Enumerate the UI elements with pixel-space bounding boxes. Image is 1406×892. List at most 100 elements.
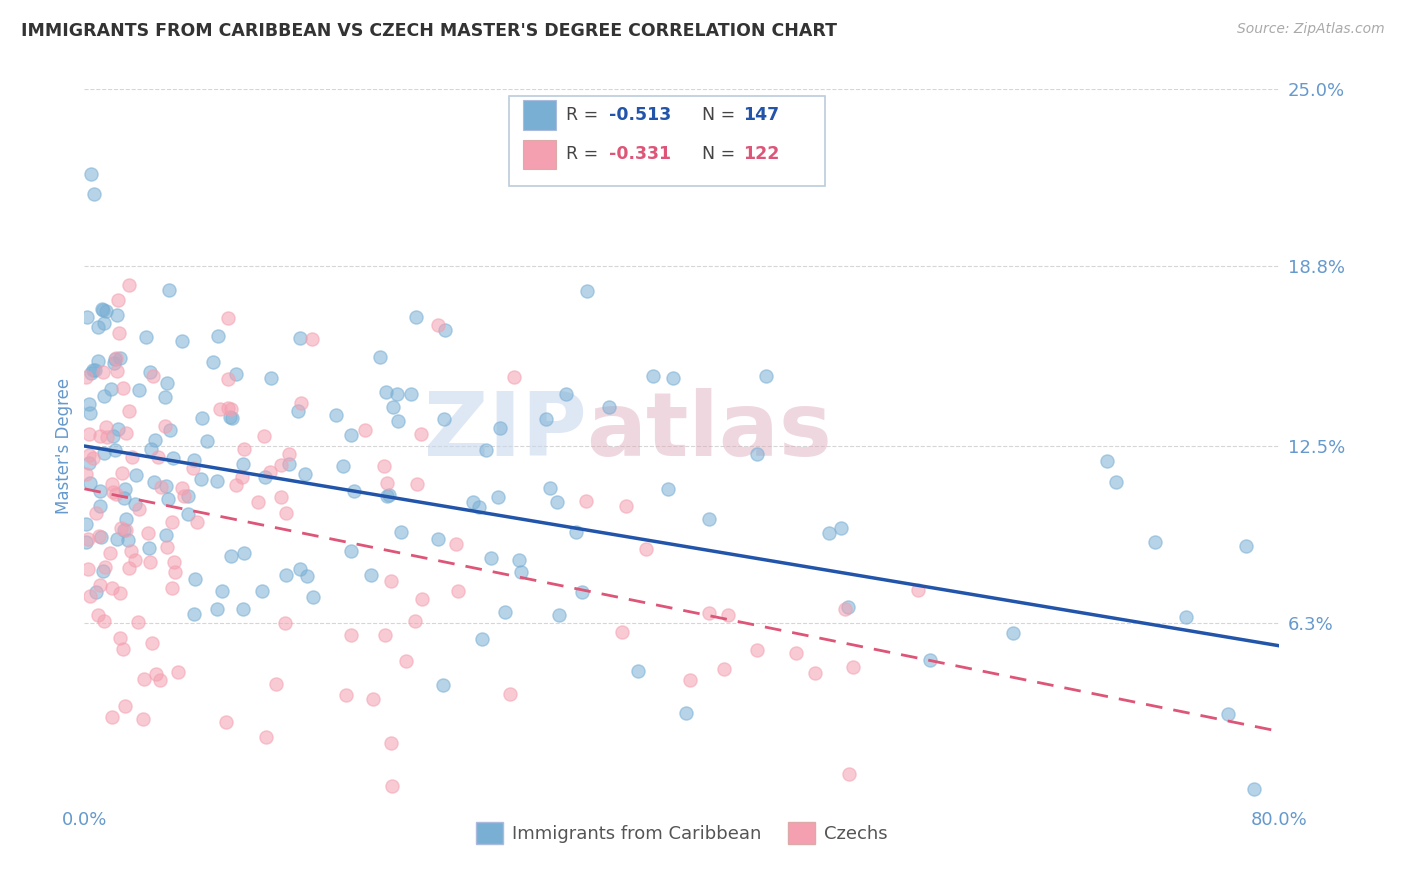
- Point: [627, 664, 650, 678]
- Point: [127, 615, 149, 629]
- Point: [294, 467, 316, 481]
- Point: [387, 414, 409, 428]
- Point: [111, 466, 134, 480]
- Point: [381, 779, 404, 793]
- Point: [93, 389, 115, 403]
- Point: [163, 565, 186, 579]
- Point: [150, 479, 173, 493]
- Point: [111, 381, 134, 395]
- Point: [96, 430, 118, 444]
- Point: [610, 625, 633, 640]
- Point: [432, 678, 454, 692]
- Point: [91, 564, 114, 578]
- Point: [141, 636, 163, 650]
- Point: [101, 582, 124, 596]
- Point: [380, 736, 402, 750]
- Point: [217, 372, 239, 386]
- Point: [717, 608, 740, 623]
- Text: 147: 147: [742, 106, 779, 124]
- Point: [162, 451, 184, 466]
- FancyBboxPatch shape: [509, 96, 825, 186]
- Point: [135, 330, 157, 344]
- Legend: Immigrants from Caribbean, Czechs: Immigrants from Caribbean, Czechs: [468, 814, 896, 851]
- Point: [277, 457, 299, 471]
- Point: [89, 499, 111, 513]
- Point: [160, 581, 183, 595]
- Point: [75, 370, 97, 384]
- Point: [173, 489, 195, 503]
- Text: -0.331: -0.331: [609, 145, 671, 163]
- Point: [838, 767, 860, 781]
- Point: [254, 731, 277, 745]
- Point: [186, 515, 208, 529]
- Point: [170, 481, 193, 495]
- Text: 122: 122: [742, 145, 779, 163]
- Point: [548, 607, 571, 622]
- Point: [138, 526, 160, 541]
- Point: [120, 543, 142, 558]
- Point: [252, 429, 274, 443]
- Point: [508, 553, 530, 567]
- Point: [1002, 626, 1025, 640]
- Text: Source: ZipAtlas.com: Source: ZipAtlas.com: [1237, 22, 1385, 37]
- Text: N =: N =: [692, 106, 741, 124]
- Point: [641, 369, 664, 384]
- Point: [479, 551, 502, 566]
- Point: [110, 631, 132, 645]
- Point: [80, 366, 103, 380]
- Point: [404, 615, 426, 629]
- Point: [221, 549, 243, 563]
- Point: [614, 499, 637, 513]
- Point: [166, 665, 188, 680]
- Point: [117, 533, 139, 547]
- Point: [105, 308, 128, 322]
- Point: [332, 458, 354, 473]
- Point: [503, 370, 526, 384]
- Point: [176, 489, 198, 503]
- Point: [84, 507, 107, 521]
- Point: [273, 615, 295, 630]
- Point: [411, 591, 433, 606]
- Point: [399, 387, 422, 401]
- Point: [134, 672, 156, 686]
- Point: [89, 429, 111, 443]
- Point: [467, 500, 489, 514]
- Point: [89, 483, 111, 498]
- Point: [837, 600, 859, 615]
- Point: [87, 607, 110, 622]
- Point: [250, 583, 273, 598]
- Point: [699, 606, 721, 620]
- Point: [143, 475, 166, 489]
- Point: [84, 584, 107, 599]
- Point: [148, 450, 170, 464]
- Point: [93, 614, 115, 628]
- Point: [153, 391, 176, 405]
- Point: [634, 541, 657, 556]
- Point: [107, 422, 129, 436]
- Point: [75, 535, 97, 549]
- Point: [91, 301, 114, 316]
- Point: [301, 332, 323, 346]
- Point: [747, 447, 769, 461]
- Point: [153, 418, 176, 433]
- Point: [105, 364, 128, 378]
- Point: [112, 491, 135, 505]
- Point: [112, 642, 135, 657]
- Point: [679, 673, 702, 687]
- Point: [145, 667, 167, 681]
- Point: [139, 365, 162, 379]
- Point: [842, 660, 865, 674]
- Point: [277, 447, 299, 461]
- Point: [77, 449, 100, 463]
- Point: [297, 569, 319, 583]
- Point: [155, 527, 177, 541]
- Point: [90, 530, 112, 544]
- Point: [375, 475, 398, 490]
- Bar: [523, 139, 557, 169]
- Point: [100, 382, 122, 396]
- Point: [426, 318, 449, 332]
- Point: [91, 302, 114, 317]
- Point: [124, 497, 146, 511]
- Y-axis label: Master's Degree: Master's Degree: [55, 378, 73, 514]
- Point: [433, 412, 456, 426]
